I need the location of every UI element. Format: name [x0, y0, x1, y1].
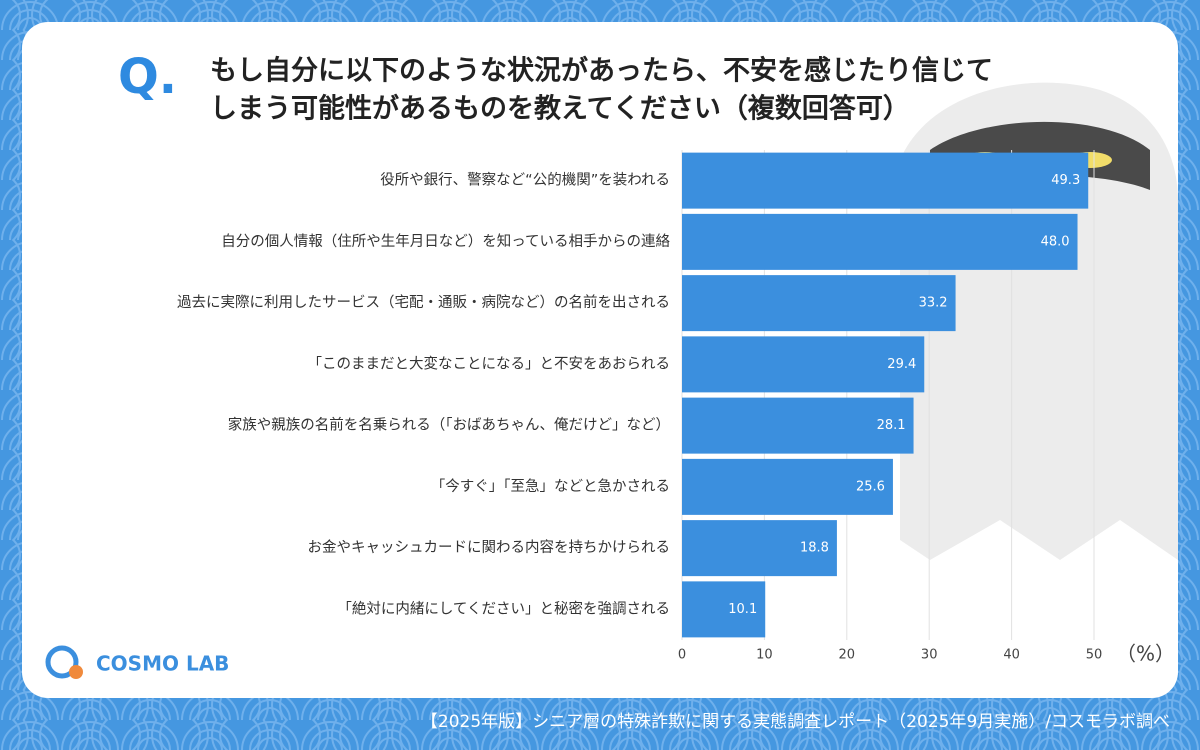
value-label: 18.8 — [800, 541, 829, 556]
x-axis-label: （%） — [1116, 642, 1175, 666]
x-tick-label: 20 — [839, 648, 856, 663]
x-tick-label: 10 — [756, 648, 773, 663]
logo-text: COSMO LAB — [96, 652, 229, 676]
title-line: もし自分に以下のような状況があったら、不安を感じたり信じて — [210, 55, 993, 87]
category-label: 家族や親族の名前を名乗られる（「おばあちゃん、俺だけど」など） — [228, 417, 670, 434]
bar — [682, 458, 893, 515]
category-label: お金やキャッシュカードに関わる内容を持ちかけられる — [308, 539, 671, 556]
logo: COSMO LAB — [45, 645, 229, 679]
bar — [682, 581, 766, 638]
value-label: 49.3 — [1051, 173, 1080, 188]
value-label: 33.2 — [919, 296, 948, 311]
question-mark: Q. — [118, 49, 177, 105]
category-label: 役所や銀行、警察など“公的機関”を装われる — [380, 171, 670, 189]
category-label: 「今すぐ」「至急」などと急かされる — [431, 478, 670, 495]
category-label: 自分の個人情報（住所や生年月日など）を知っている相手からの連絡 — [221, 233, 670, 250]
value-label: 29.4 — [887, 357, 916, 372]
category-label: 「このままだと大変なことになる」と不安をあおられる — [308, 355, 671, 372]
footer: 【2025年版】シニア層の特殊詐欺に関する実態調査レポート（2025年9月実施）… — [421, 712, 1170, 732]
bar — [682, 520, 837, 577]
plot: 0 10 20 30 40 50 （%） 役所や銀行、警察など“公的機関”を装われる 49.3 自… — [177, 150, 1175, 666]
value-label: 25.6 — [856, 479, 885, 494]
bar — [682, 152, 1089, 209]
x-tick-label: 30 — [921, 648, 938, 663]
bar — [682, 397, 914, 454]
value-label: 28.1 — [877, 418, 906, 433]
x-tick-label: 0 — [678, 648, 686, 663]
value-label: 48.0 — [1041, 234, 1070, 249]
bar — [682, 336, 925, 393]
title-line: しまう可能性があるものを教えてください（複数回答可） — [210, 93, 910, 125]
bar — [682, 213, 1078, 270]
x-tick-label: 50 — [1086, 648, 1103, 663]
category-label: 過去に実際に利用したサービス（宅配・通販・病院など）の名前を出される — [177, 294, 670, 311]
x-tick-label: 40 — [1003, 648, 1020, 663]
value-label: 10.1 — [728, 602, 757, 617]
category-label: 「絶対に内緒にしてください」と秘密を強調される — [337, 600, 670, 617]
bar — [682, 275, 956, 332]
